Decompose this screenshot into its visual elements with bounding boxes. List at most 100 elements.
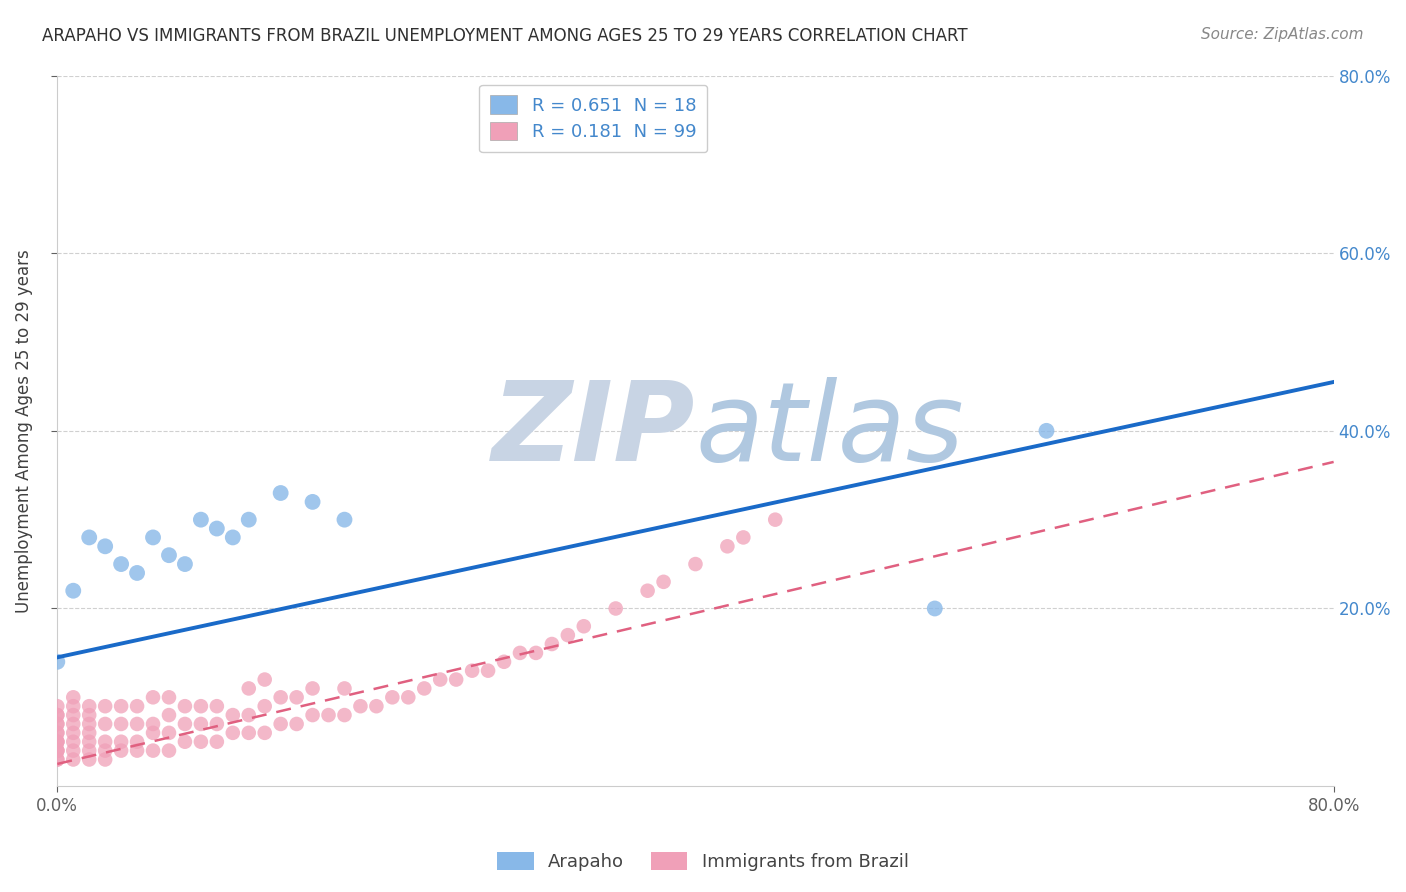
Point <box>125 699 148 714</box>
Point <box>190 699 212 714</box>
Point <box>381 690 404 705</box>
Point <box>46 752 69 766</box>
Point <box>77 530 100 544</box>
Point <box>46 699 69 714</box>
Point <box>94 735 117 749</box>
Point <box>174 699 197 714</box>
Point <box>366 699 388 714</box>
Point <box>174 735 197 749</box>
Point <box>77 726 100 740</box>
Point <box>429 673 451 687</box>
Point <box>524 646 547 660</box>
Point <box>222 726 245 740</box>
Point <box>77 743 100 757</box>
Point <box>46 708 69 723</box>
Point <box>253 699 276 714</box>
Point <box>62 717 84 731</box>
Point <box>541 637 564 651</box>
Point <box>444 673 467 687</box>
Point <box>174 557 197 571</box>
Point <box>205 717 228 731</box>
Point <box>94 539 117 553</box>
Point <box>637 583 659 598</box>
Point <box>125 717 148 731</box>
Point <box>333 513 356 527</box>
Point <box>110 743 132 757</box>
Point <box>222 708 245 723</box>
Point <box>142 726 165 740</box>
Point <box>238 726 260 740</box>
Point <box>1035 424 1057 438</box>
Point <box>605 601 627 615</box>
Point <box>77 752 100 766</box>
Point <box>238 681 260 696</box>
Point <box>77 699 100 714</box>
Point <box>190 717 212 731</box>
Point <box>253 726 276 740</box>
Point <box>94 717 117 731</box>
Point <box>205 735 228 749</box>
Point <box>77 735 100 749</box>
Point <box>222 530 245 544</box>
Point <box>46 717 69 731</box>
Point <box>492 655 515 669</box>
Point <box>733 530 755 544</box>
Point <box>46 717 69 731</box>
Point <box>110 735 132 749</box>
Text: ARAPAHO VS IMMIGRANTS FROM BRAZIL UNEMPLOYMENT AMONG AGES 25 TO 29 YEARS CORRELA: ARAPAHO VS IMMIGRANTS FROM BRAZIL UNEMPL… <box>42 27 967 45</box>
Text: ZIP: ZIP <box>492 377 696 484</box>
Point <box>924 601 946 615</box>
Point <box>46 735 69 749</box>
Point <box>46 743 69 757</box>
Point <box>157 743 180 757</box>
Point <box>157 548 180 562</box>
Text: atlas: atlas <box>696 377 965 484</box>
Point <box>190 513 212 527</box>
Point <box>46 752 69 766</box>
Point <box>125 743 148 757</box>
Point <box>62 708 84 723</box>
Point <box>301 681 323 696</box>
Point <box>190 735 212 749</box>
Point <box>238 708 260 723</box>
Point <box>318 708 340 723</box>
Point <box>46 743 69 757</box>
Point <box>46 735 69 749</box>
Point <box>301 708 323 723</box>
Point <box>46 743 69 757</box>
Point <box>396 690 419 705</box>
Point <box>685 557 707 571</box>
Point <box>253 673 276 687</box>
Point <box>62 583 84 598</box>
Point <box>62 699 84 714</box>
Point <box>157 708 180 723</box>
Point <box>77 708 100 723</box>
Point <box>46 726 69 740</box>
Point <box>205 522 228 536</box>
Point <box>62 690 84 705</box>
Point <box>652 574 675 589</box>
Point <box>509 646 531 660</box>
Point <box>62 743 84 757</box>
Point <box>94 699 117 714</box>
Point <box>413 681 436 696</box>
Point <box>62 726 84 740</box>
Point <box>110 717 132 731</box>
Point <box>46 735 69 749</box>
Point <box>142 743 165 757</box>
Point <box>77 717 100 731</box>
Point <box>333 708 356 723</box>
Point <box>142 530 165 544</box>
Point <box>270 690 292 705</box>
Point <box>142 690 165 705</box>
Y-axis label: Unemployment Among Ages 25 to 29 years: Unemployment Among Ages 25 to 29 years <box>15 249 32 613</box>
Point <box>157 690 180 705</box>
Point <box>285 690 308 705</box>
Point <box>125 735 148 749</box>
Point <box>716 539 738 553</box>
Point <box>238 513 260 527</box>
Point <box>142 717 165 731</box>
Point <box>349 699 371 714</box>
Legend: R = 0.651  N = 18, R = 0.181  N = 99: R = 0.651 N = 18, R = 0.181 N = 99 <box>479 85 707 153</box>
Point <box>270 486 292 500</box>
